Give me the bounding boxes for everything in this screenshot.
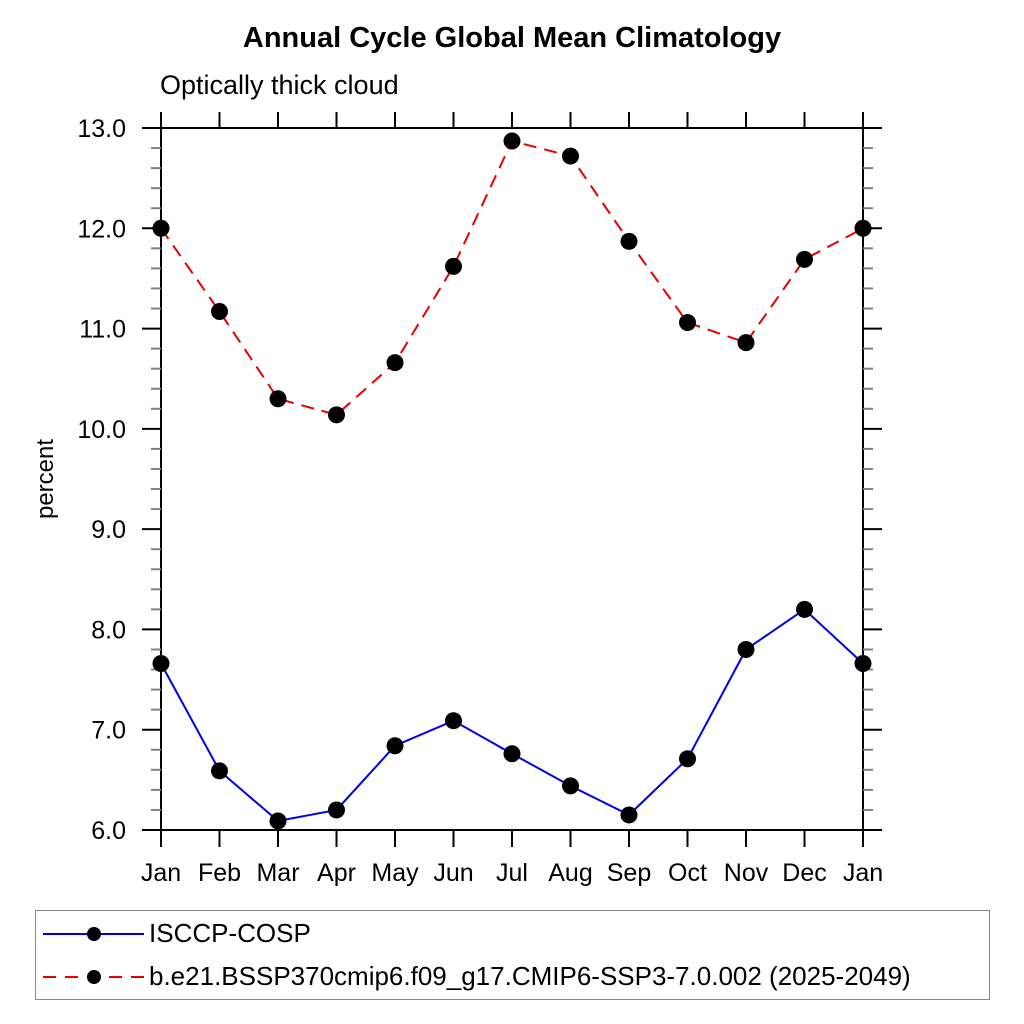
legend: ISCCP-COSP b.e21.BSSP370cmip6.f09_g17.CM… xyxy=(35,910,990,1000)
data-point-marker xyxy=(503,745,521,763)
data-point-marker xyxy=(620,806,638,824)
legend-item-model-run: b.e21.BSSP370cmip6.f09_g17.CMIP6-SSP3-7.… xyxy=(40,955,989,998)
data-point-marker xyxy=(620,232,638,250)
x-tick-label: Nov xyxy=(724,859,769,887)
data-point-marker xyxy=(328,801,345,819)
data-point-marker xyxy=(854,219,872,237)
x-tick-label: Oct xyxy=(668,859,707,887)
data-point-marker xyxy=(445,257,462,275)
x-tick-label: Jan xyxy=(843,859,883,887)
data-point-marker xyxy=(211,303,228,321)
data-point-marker xyxy=(562,147,579,165)
y-tick-label: 6.0 xyxy=(91,817,126,845)
data-point-marker xyxy=(796,250,813,268)
data-point-marker xyxy=(445,712,462,730)
y-tick-label: 7.0 xyxy=(91,717,126,745)
x-tick-label: Sep xyxy=(607,859,651,887)
x-tick-label: Dec xyxy=(782,859,826,887)
data-point-marker xyxy=(211,762,228,780)
data-point-marker xyxy=(562,777,579,795)
data-point-marker xyxy=(328,406,345,424)
y-tick-label: 12.0 xyxy=(77,215,126,243)
legend-dashed-line-sample xyxy=(43,969,144,984)
data-point-marker xyxy=(679,750,696,768)
y-tick-label: 8.0 xyxy=(91,616,126,644)
data-point-marker xyxy=(386,354,404,372)
y-tick-label: 10.0 xyxy=(77,416,126,444)
data-point-marker xyxy=(269,390,287,408)
chart-title: Annual Cycle Global Mean Climatology xyxy=(242,22,782,54)
x-tick-label: May xyxy=(371,859,419,887)
y-tick-label: 11.0 xyxy=(79,316,126,344)
data-point-marker xyxy=(796,600,813,618)
x-tick-label: Feb xyxy=(198,859,241,887)
x-tick-label: Jun xyxy=(433,859,473,887)
y-tick-label: 13.0 xyxy=(77,115,126,143)
legend-label-isccp-cosp: ISCCP-COSP xyxy=(149,918,311,948)
legend-label-model-run: b.e21.BSSP370cmip6.f09_g17.CMIP6-SSP3-7.… xyxy=(149,961,911,991)
data-point-marker xyxy=(737,334,755,352)
data-point-marker xyxy=(386,737,404,755)
series-line xyxy=(160,608,864,823)
series-isccp-cosp xyxy=(152,600,872,830)
x-tick-label: Jan xyxy=(141,859,181,887)
x-tick-label: Aug xyxy=(548,859,592,887)
legend-marker-dot-icon xyxy=(87,926,101,941)
legend-marker-dot-icon xyxy=(87,969,101,984)
y-tick-label: 9.0 xyxy=(91,516,126,544)
data-point-marker xyxy=(269,812,287,830)
x-tick-label: Mar xyxy=(256,859,299,887)
plot-area: 6.0 7.0 8.0 9.0 10.0 11.0 12.0 13.0 Jan Feb Mar Apr… xyxy=(77,112,883,887)
series-model-run xyxy=(152,132,872,424)
x-tick-label: Apr xyxy=(317,859,356,887)
x-tick-label: Jul xyxy=(496,859,528,887)
data-point-marker xyxy=(152,655,170,673)
data-point-marker xyxy=(737,640,755,658)
data-point-marker xyxy=(152,219,170,237)
data-point-marker xyxy=(679,314,696,332)
data-point-marker xyxy=(854,655,872,673)
series-line xyxy=(160,139,864,416)
x-axis-ticks: Jan Feb Mar Apr May Jun Jul Aug Sep Oct Nov Dec Jan xyxy=(141,112,883,887)
y-axis-ticks: 6.0 7.0 8.0 9.0 10.0 11.0 12.0 13.0 xyxy=(77,115,882,845)
legend-item-isccp-cosp: ISCCP-COSP xyxy=(40,912,989,955)
data-point-marker xyxy=(503,132,521,150)
plot-frame xyxy=(160,127,864,831)
chart-subtitle: Optically thick cloud xyxy=(160,70,399,100)
legend-solid-line-sample xyxy=(43,926,144,941)
